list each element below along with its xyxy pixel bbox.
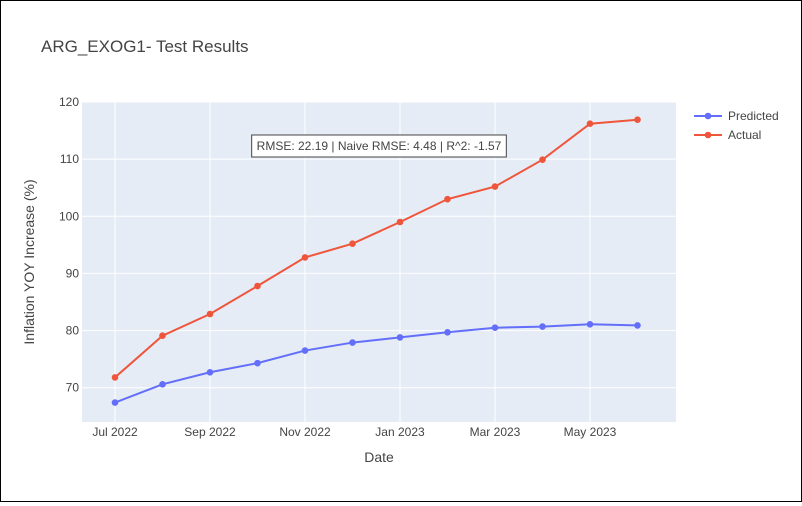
series-layer (111, 116, 641, 406)
data-point-actual[interactable] (301, 254, 309, 261)
data-point-predicted[interactable] (396, 334, 404, 341)
x-axis-label: Date (364, 449, 394, 465)
data-point-actual[interactable] (444, 195, 451, 203)
data-point-predicted[interactable] (301, 347, 309, 354)
y-axis-label: Inflation YOY Increase (%) (21, 179, 37, 344)
legend-swatch-marker (704, 131, 712, 139)
x-tick-label: Mar 2023 (470, 425, 521, 439)
x-tick-label: Jan 2023 (375, 425, 425, 439)
legend-label: Predicted (728, 109, 779, 123)
x-tick-label: Nov 2022 (279, 425, 331, 439)
stats-annotation-box (251, 134, 507, 158)
data-point-actual[interactable] (159, 332, 166, 340)
data-point-actual[interactable] (349, 240, 356, 248)
data-point-predicted[interactable] (111, 399, 119, 406)
x-tick-label: May 2023 (564, 425, 617, 439)
y-tick-label: 100 (59, 209, 79, 223)
data-point-actual[interactable] (586, 120, 594, 128)
data-point-actual[interactable] (206, 310, 214, 318)
data-point-actual[interactable] (491, 183, 499, 190)
data-point-predicted[interactable] (206, 368, 214, 376)
chart-title: ARG_EXOG1- Test Results (41, 37, 249, 56)
legend[interactable]: Predicted Actual (694, 109, 779, 142)
legend-swatch-marker (704, 112, 712, 120)
y-tick-label: 90 (66, 266, 80, 280)
data-point-predicted[interactable] (159, 380, 166, 388)
data-point-actual[interactable] (539, 156, 546, 164)
data-point-predicted[interactable] (539, 323, 546, 330)
data-point-actual[interactable] (634, 116, 641, 124)
data-point-actual[interactable] (111, 374, 119, 381)
x-axis-ticks: Jul 2022 Sep 2022 Nov 2022 Jan 2023 Mar 2023… (92, 425, 616, 439)
legend-item-actual[interactable]: Actual (694, 128, 761, 142)
y-axis-ticks: 70 80 90 100 110 120 (59, 95, 79, 395)
data-point-actual[interactable] (254, 282, 261, 290)
stats-annotation: RMSE: 22.19 | Naive RMSE: 4.48 | R^2: -1… (251, 134, 507, 158)
y-tick-label: 110 (60, 152, 79, 166)
y-tick-label: 70 (66, 381, 80, 395)
data-point-predicted[interactable] (254, 359, 261, 367)
data-point-actual[interactable] (396, 218, 404, 226)
data-point-predicted[interactable] (349, 339, 356, 346)
legend-item-predicted[interactable]: Predicted (694, 109, 779, 123)
series-line-predicted (114, 323, 638, 404)
data-point-predicted[interactable] (444, 328, 451, 336)
x-tick-label: Sep 2022 (184, 425, 236, 439)
data-point-predicted[interactable] (586, 320, 594, 328)
data-point-predicted[interactable] (491, 324, 499, 332)
legend-label: Actual (728, 128, 761, 142)
y-tick-label: 80 (66, 324, 80, 338)
series-line-actual (114, 118, 638, 379)
data-point-predicted[interactable] (634, 322, 641, 329)
y-tick-label: 120 (59, 95, 79, 109)
stats-annotation-text: RMSE: 22.19 | Naive RMSE: 4.48 | R^2: -1… (257, 139, 502, 153)
x-tick-label: Jul 2022 (92, 425, 138, 439)
